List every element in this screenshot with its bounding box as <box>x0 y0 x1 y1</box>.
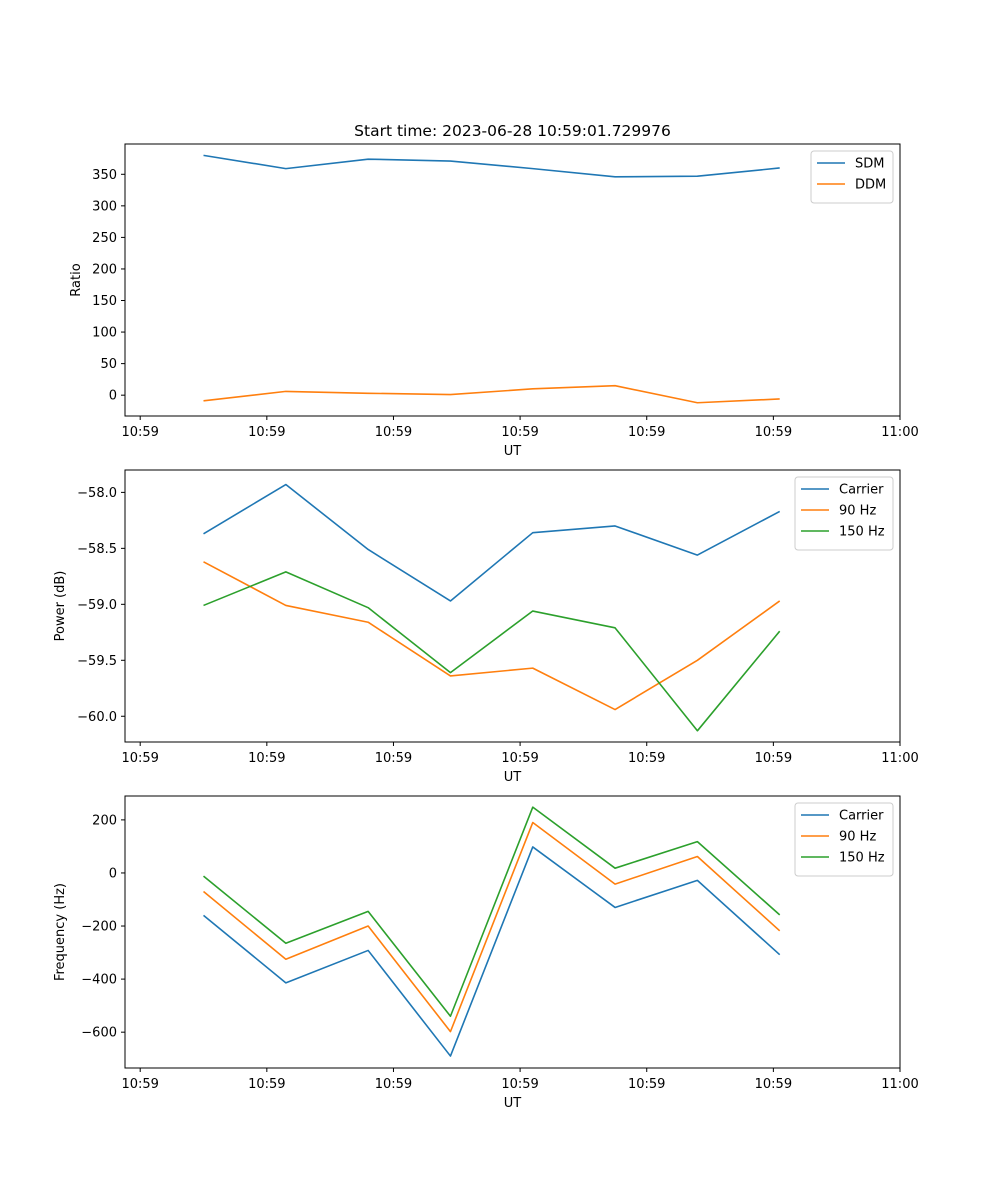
y-tick-label: −58.0 <box>77 486 117 501</box>
y-tick-label: 200 <box>92 262 117 277</box>
x-tick-label: 11:00 <box>881 1077 918 1092</box>
series-line-carrier <box>203 483 781 602</box>
x-tick-label: 10:59 <box>375 425 412 440</box>
series-line-carrier <box>203 846 781 1057</box>
x-axis-label: UT <box>504 444 522 459</box>
y-tick-label: 50 <box>100 357 117 372</box>
y-tick-label: 200 <box>92 813 117 828</box>
x-tick-label: 10:59 <box>628 1077 665 1092</box>
series-line-90-hz <box>203 561 781 711</box>
series-line-90-hz <box>203 821 781 1033</box>
x-tick-label: 10:59 <box>501 751 538 766</box>
legend-entry-label: 150 Hz <box>839 525 885 540</box>
y-tick-label: 350 <box>92 168 117 183</box>
x-axis-label: UT <box>504 770 522 785</box>
panel-3: 10:59 10:59 10:59 10:59 10:59 10:59 11:00 −600 −… <box>53 795 919 1111</box>
x-tick-label: 10:59 <box>755 1077 792 1092</box>
legend-entry-label: Carrier <box>839 809 884 824</box>
x-axis-label: UT <box>504 1096 522 1111</box>
y-axis-label: Frequency (Hz) <box>53 883 68 981</box>
y-tick-label: −600 <box>81 1026 117 1041</box>
series-line-150-hz <box>203 806 781 1018</box>
x-tick-label: 11:00 <box>881 751 918 766</box>
legend: SDM DDM <box>810 150 894 204</box>
x-tick-label: 10:59 <box>121 751 158 766</box>
y-tick-label: 300 <box>92 199 117 214</box>
legend: Carrier 90 Hz 150 Hz <box>794 476 894 551</box>
x-tick-label: 10:59 <box>501 425 538 440</box>
y-tick-label: −200 <box>81 920 117 935</box>
x-tick-label: 10:59 <box>248 425 285 440</box>
x-tick-label: 10:59 <box>628 751 665 766</box>
series-line-sdm <box>203 154 780 178</box>
legend-entry-label: 90 Hz <box>839 504 876 519</box>
legend-entry-label: 150 Hz <box>839 851 885 866</box>
y-tick-label: 250 <box>92 231 117 246</box>
y-tick-label: −59.0 <box>77 598 117 613</box>
plot-area-frame <box>124 143 901 417</box>
x-tick-label: 10:59 <box>121 425 158 440</box>
y-tick-label: 0 <box>109 866 117 881</box>
panels: 10:59 10:59 10:59 10:59 10:59 10:59 11:00 0 50 10… <box>53 143 919 1111</box>
y-axis-label: Power (dB) <box>53 571 68 642</box>
x-tick-label: 10:59 <box>121 1077 158 1092</box>
y-tick-label: 150 <box>92 294 117 309</box>
y-tick-label: −59.5 <box>77 654 117 669</box>
x-tick-label: 10:59 <box>628 425 665 440</box>
y-tick-label: 0 <box>109 389 117 404</box>
legend-entry-label: 90 Hz <box>839 830 876 845</box>
legend-entry-label: DDM <box>855 178 886 193</box>
panel-1: 10:59 10:59 10:59 10:59 10:59 10:59 11:00 0 50 10… <box>69 143 919 459</box>
y-tick-label: 100 <box>92 326 117 341</box>
y-tick-label: −400 <box>81 973 117 988</box>
x-tick-label: 11:00 <box>881 425 918 440</box>
x-tick-label: 10:59 <box>248 751 285 766</box>
x-tick-label: 10:59 <box>755 751 792 766</box>
plot-area-frame <box>124 795 901 1069</box>
y-tick-label: −60.0 <box>77 710 117 725</box>
legend-entry-label: Carrier <box>839 483 884 498</box>
legend-frame <box>810 150 894 204</box>
y-tick-label: −58.5 <box>77 542 117 557</box>
series-line-150-hz <box>203 571 781 732</box>
legend-entry-label: SDM <box>855 157 884 172</box>
x-tick-label: 10:59 <box>501 1077 538 1092</box>
x-tick-label: 10:59 <box>375 1077 412 1092</box>
x-tick-label: 10:59 <box>755 425 792 440</box>
series-line-ddm <box>203 384 780 404</box>
chart-title: Start time: 2023-06-28 10:59:01.729976 <box>354 122 671 140</box>
panel-2: 10:59 10:59 10:59 10:59 10:59 10:59 11:00 −60.0… <box>53 469 919 785</box>
y-axis-label: Ratio <box>69 263 84 296</box>
x-tick-label: 10:59 <box>248 1077 285 1092</box>
legend: Carrier 90 Hz 150 Hz <box>794 802 894 877</box>
x-tick-label: 10:59 <box>375 751 412 766</box>
